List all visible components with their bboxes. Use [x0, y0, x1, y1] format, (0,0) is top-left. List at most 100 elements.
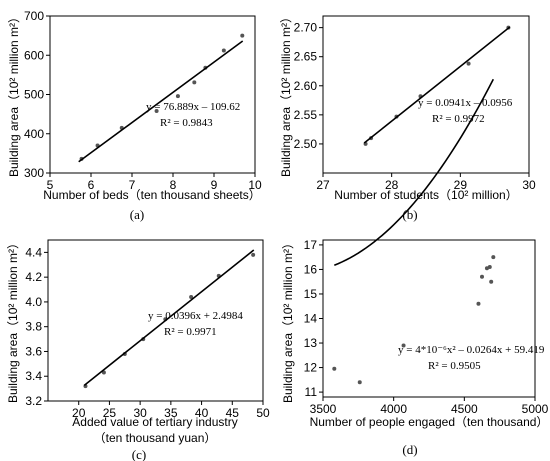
- x-axis-label-a: Number of beds（ten thousand sheets）: [43, 188, 260, 202]
- x-ticks-a: 5 6 7 8 9 10: [47, 173, 262, 192]
- equation-c: y = 0.0396x + 2.4984: [148, 310, 243, 322]
- x-axis-label-c-line2: （ten thousand yuan）: [94, 431, 217, 445]
- x-tick-label: 6: [88, 178, 95, 192]
- y-tick-label: 13: [304, 336, 318, 350]
- y-tick-label: 2.55: [294, 108, 318, 122]
- y-tick-label: 4.2: [25, 270, 42, 284]
- x-tick-label: 4000: [380, 402, 407, 416]
- data-point: [466, 61, 471, 66]
- data-point: [401, 343, 406, 348]
- x-tick-label: 5000: [522, 402, 549, 416]
- x-tick-label: 3500: [310, 402, 337, 416]
- x-tick-label: 7: [129, 178, 136, 192]
- y-ticks-b: 2.50 2.55 2.60 2.65 2.70: [294, 21, 323, 151]
- data-point: [489, 279, 494, 284]
- y-tick-label: 15: [304, 287, 318, 301]
- plot-frame-d: [322, 239, 536, 398]
- y-tick-label: 2.65: [294, 50, 318, 64]
- r2-b: R² = 0.9972: [432, 113, 485, 125]
- equation-b: y = 0.0941x – 0.0956: [418, 97, 513, 109]
- x-tick-label: 5: [47, 178, 54, 192]
- y-tick-label: 4.0: [25, 295, 42, 309]
- y-tick-label: 4.4: [25, 245, 42, 259]
- y-tick-label: 2.70: [294, 21, 318, 35]
- x-tick-label: 50: [256, 406, 270, 420]
- y-tick-label: 2.50: [294, 137, 318, 151]
- data-point: [192, 80, 197, 85]
- y-ticks-c: 3.2 3.4 3.6 3.8 4.0 4.2 4.4: [25, 245, 48, 408]
- data-point: [175, 94, 180, 99]
- points-d: [332, 255, 496, 385]
- data-point: [480, 274, 484, 279]
- y-tick-label: 3.8: [25, 320, 42, 334]
- x-tick-label: 8: [170, 178, 177, 192]
- chart-b: 27 28 29 30 2.50 2.55 2.60 2.65 2.70 y = 0.0941…: [279, 11, 536, 222]
- x-tick-label: 9: [211, 178, 218, 192]
- y-tick-label: 17: [304, 238, 318, 252]
- y-axis-label-c: Building area（10² million m²）: [6, 237, 20, 403]
- data-point: [332, 366, 337, 371]
- y-tick-label: 11: [305, 385, 318, 399]
- fit-line-b: [363, 26, 511, 144]
- points-a: [79, 33, 245, 161]
- y-tick-label: 3.2: [25, 394, 42, 408]
- y-tick-label: 400: [24, 127, 44, 141]
- panel-label-c: (c): [132, 447, 146, 461]
- data-point: [154, 108, 159, 113]
- data-point: [189, 294, 194, 299]
- y-ticks-a: 300 400 500 600 700: [24, 9, 50, 180]
- data-point: [240, 33, 245, 38]
- data-point: [476, 301, 481, 306]
- panel-label-d: (d): [402, 442, 417, 457]
- chart-a: 5 6 7 8 9 10 300 400 500 600 700 y = 76.889x – 10…: [7, 9, 262, 222]
- y-tick-label: 300: [24, 166, 44, 180]
- chart-c: 20 25 30 35 40 45 50 3.2 3.4 3.6 3.8 4.0 4.2 4.4 y =…: [6, 237, 270, 461]
- x-tick-label: 30: [133, 406, 147, 420]
- y-tick-label: 3.4: [25, 369, 42, 383]
- x-ticks-b: 27 28 29 30: [316, 173, 536, 192]
- r2-c: R² = 0.9971: [164, 326, 217, 338]
- y-tick-label: 16: [304, 262, 318, 276]
- equation-d: y = 4*10⁻⁶x² – 0.0264x + 59.419: [398, 344, 545, 356]
- equation-a: y = 76.889x – 109.62: [146, 101, 240, 113]
- fit-line-d: [334, 78, 495, 266]
- x-axis-label-c: Added value of tertiary industry: [72, 415, 237, 429]
- data-point: [491, 255, 496, 260]
- x-ticks-d: 3500 4000 4500 5000: [310, 397, 549, 416]
- fit-line-a: [78, 40, 244, 163]
- y-tick-label: 500: [24, 88, 44, 102]
- y-tick-label: 12: [304, 361, 318, 375]
- x-tick-label: 10: [248, 178, 262, 192]
- x-tick-label: 30: [522, 178, 536, 192]
- x-tick-label: 29: [454, 178, 468, 192]
- y-tick-label: 700: [24, 9, 44, 23]
- data-point: [221, 48, 226, 53]
- x-tick-label: 28: [385, 178, 399, 192]
- data-point: [251, 252, 256, 257]
- data-point: [357, 380, 362, 385]
- chart-d: 3500 4000 4500 5000 11 12 13 14 15 16 17 y = 4*10…: [281, 78, 549, 457]
- y-tick-label: 14: [304, 312, 318, 326]
- x-axis-label-d: Number of people engaged（ten thousand）: [310, 415, 549, 429]
- y-axis-label-a: Building area（10² million m²）: [7, 11, 21, 177]
- plot-frame-c: [47, 239, 264, 402]
- fit-line-c: [83, 249, 255, 387]
- y-axis-label-b: Building area（10² million m²）: [279, 11, 293, 177]
- r2-a: R² = 0.9843: [160, 117, 213, 129]
- y-tick-label: 3.6: [25, 344, 42, 358]
- x-tick-label: 45: [226, 406, 240, 420]
- x-tick-label: 27: [316, 178, 330, 192]
- plot-frame-b: [322, 15, 530, 174]
- x-tick-label: 35: [164, 406, 178, 420]
- panel-label-a: (a): [130, 207, 144, 222]
- y-tick-label: 600: [24, 48, 44, 62]
- plot-frame-a: [49, 15, 256, 174]
- y-ticks-d: 11 12 13 14 15 16 17: [304, 238, 323, 399]
- y-axis-label-d: Building area（10² million m²）: [281, 237, 295, 403]
- x-ticks-c: 20 25 30 35 40 45 50: [72, 401, 270, 420]
- data-point: [487, 264, 492, 269]
- r2-d: R² = 0.9505: [428, 360, 481, 372]
- y-tick-label: 2.60: [294, 79, 318, 93]
- x-tick-label: 40: [195, 406, 209, 420]
